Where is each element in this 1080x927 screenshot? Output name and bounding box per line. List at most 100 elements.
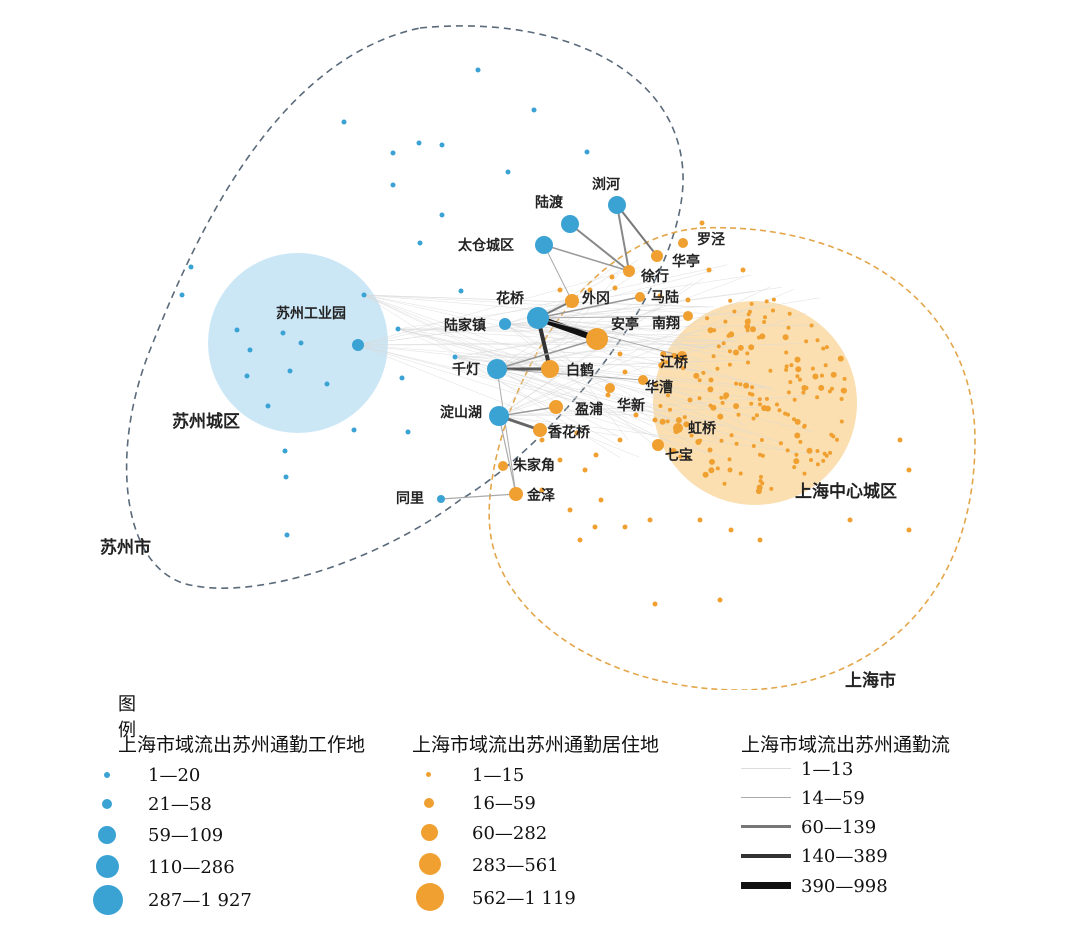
legend-heading: 图例	[118, 694, 136, 741]
flow-line	[537, 296, 641, 319]
flow-line-minor	[537, 317, 662, 333]
residence-dot	[715, 466, 720, 471]
workplace-node-qiandeng	[487, 359, 507, 379]
residence-dot	[574, 430, 580, 436]
residence-dot	[835, 437, 839, 442]
flow-line	[496, 368, 517, 495]
residence-dot	[728, 527, 734, 533]
legend-residence-label: 16—59	[472, 792, 536, 814]
residence-dot	[557, 287, 563, 293]
residence-dot	[658, 404, 663, 408]
residence-dot	[557, 457, 563, 463]
residence-dot	[717, 413, 724, 420]
label-hongqiao: 虹桥	[688, 420, 717, 437]
label-liuhe: 浏河	[592, 176, 620, 193]
label-xuhang: 徐行	[640, 268, 669, 285]
legend-residence-class: 16—59	[412, 788, 536, 818]
label-suzhou-district: 苏州城区	[172, 411, 240, 432]
flow-line-minor	[357, 344, 722, 346]
flow-line-minor	[357, 340, 739, 346]
legend-flow-class: 390—998	[741, 871, 888, 901]
residence-dot	[664, 360, 669, 365]
workplace-dot	[416, 140, 422, 146]
residence-dot	[778, 441, 783, 446]
legend-flow-line	[741, 768, 791, 769]
residence-dot	[744, 323, 751, 330]
workplace-dot	[584, 149, 590, 155]
workplace-dot	[244, 373, 250, 379]
residence-dot	[687, 397, 693, 403]
flow-line-minor	[397, 328, 702, 336]
flow-line	[616, 204, 630, 272]
residence-node-jinze	[509, 487, 523, 501]
residence-dot	[837, 355, 844, 362]
flow-line-minor	[537, 263, 619, 319]
flow-line-minor	[454, 356, 757, 390]
workplace-dots	[179, 67, 626, 538]
legend-residence-dot	[421, 824, 438, 841]
label-waigang: 外冈	[582, 290, 610, 307]
label-jinze: 金泽	[526, 487, 555, 504]
residence-dot	[675, 417, 682, 424]
residence-dot	[738, 382, 743, 387]
flow-line-minor	[363, 294, 782, 444]
label-suzhou-city: 苏州市	[100, 537, 151, 558]
legend-flow-class: 14—59	[741, 783, 865, 813]
residence-dot	[827, 389, 832, 394]
residence-dot	[733, 349, 739, 356]
residence-dot	[784, 364, 789, 369]
residence-dot	[734, 441, 739, 446]
residence-dot	[830, 386, 834, 391]
flow-line-minor	[357, 344, 713, 373]
residence-dot	[758, 452, 762, 457]
residence-dot	[746, 312, 751, 317]
flow-line-minor	[498, 288, 795, 417]
flow-line-minor	[454, 356, 763, 400]
residence-dot	[728, 331, 735, 338]
label-nanxiang: 南翔	[652, 315, 680, 332]
flow-line	[543, 244, 630, 272]
residence-node-malu	[635, 292, 645, 302]
workplace-dot	[439, 142, 445, 148]
legend-workplace-dot	[104, 772, 110, 778]
residence-dot	[539, 437, 545, 443]
residence-dot	[792, 417, 796, 422]
residence-dot	[771, 297, 776, 302]
residence-dot	[701, 370, 706, 375]
residence-dot	[792, 465, 797, 470]
legend-workplace-class: 21—58	[102, 789, 212, 819]
legend-flow-line	[741, 854, 791, 858]
residence-dot	[738, 471, 743, 476]
flow-line-minor	[357, 264, 728, 346]
residence-dot	[733, 403, 740, 410]
label-xianghuaqiao: 香花桥	[547, 424, 591, 441]
workplace-node-lujiazhen	[499, 318, 511, 330]
flow-line-minor	[357, 344, 640, 458]
legend-flow-label: 60—139	[801, 816, 877, 838]
legend-residence-class: 1—15	[412, 760, 524, 790]
flow-line-minor	[537, 317, 628, 440]
residence-node-qibao	[652, 439, 664, 451]
residence-dot	[582, 467, 588, 473]
residence-dot	[759, 333, 766, 340]
residence-dot	[720, 400, 725, 405]
residence-dot	[786, 390, 791, 395]
legend-residence: 上海市域流出苏州通勤居住地 1—15 16—59 60—282 283—561 …	[412, 730, 659, 911]
residence-dot	[897, 437, 903, 443]
residence-node-hongqiao	[673, 423, 683, 433]
residence-dot	[671, 352, 678, 359]
legend-flow-label: 14—59	[801, 787, 865, 809]
label-tongli: 同里	[396, 491, 424, 507]
residence-dot	[652, 417, 658, 423]
residence-dot	[815, 449, 820, 453]
flow-line-minor	[357, 344, 706, 435]
residence-dot	[685, 297, 691, 303]
flow-line-minor	[454, 356, 619, 446]
residence-dot	[775, 402, 779, 407]
residence-dot	[658, 362, 665, 369]
residence-dot	[727, 349, 732, 354]
residence-dot	[647, 517, 653, 523]
workplace-dot	[247, 347, 253, 353]
legend-flow-label: 140—389	[801, 845, 888, 867]
residence-dot	[587, 287, 593, 293]
